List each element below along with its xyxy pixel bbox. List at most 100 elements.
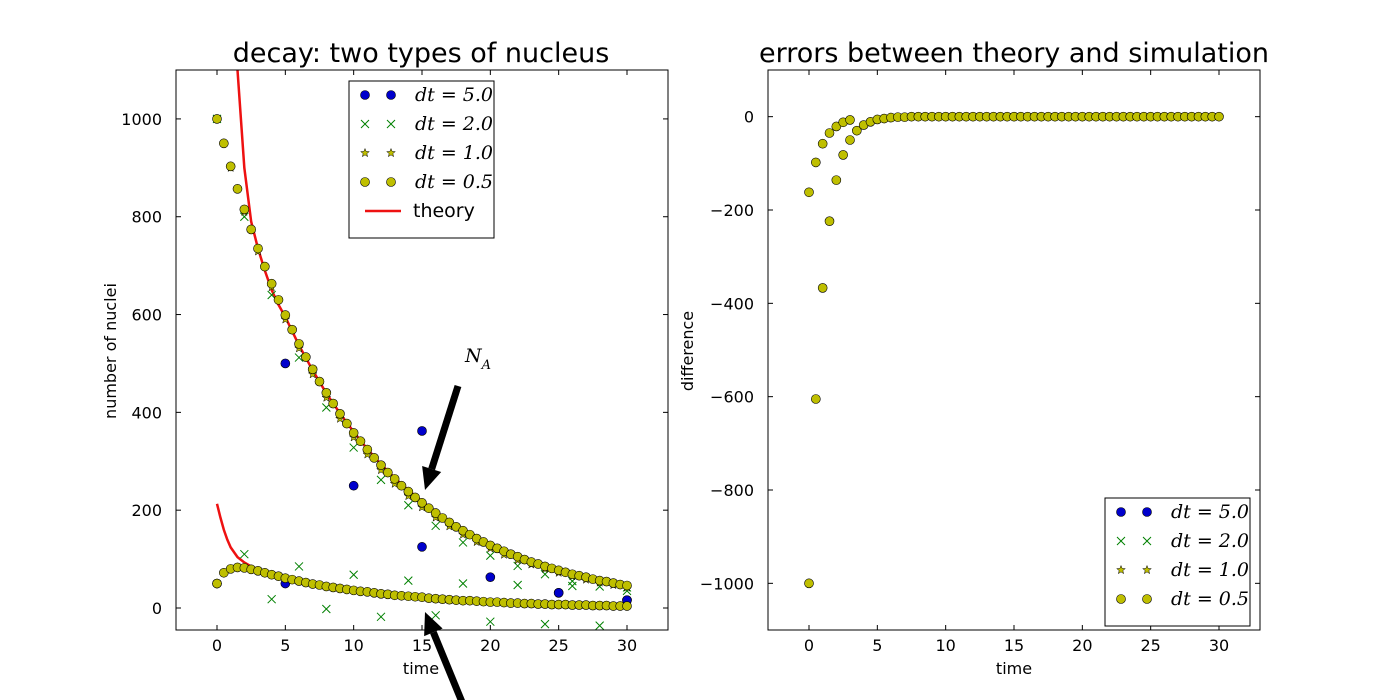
data-point: [811, 394, 821, 404]
axes-frame: [175, 69, 669, 631]
data-point: [328, 398, 338, 409]
data-point: [540, 619, 550, 629]
data-point: [383, 467, 393, 478]
x-tick-label: 10: [343, 636, 363, 655]
data-point: [485, 551, 495, 561]
data-point: [266, 278, 277, 289]
arrow-shaft: [430, 631, 465, 700]
annotation-main: N: [464, 345, 483, 367]
data-point: [314, 376, 325, 387]
legend-marker: [360, 90, 370, 100]
data-point: [369, 453, 379, 463]
annotation-arrows: [422, 384, 465, 700]
data-point: [845, 135, 855, 145]
data-point: [804, 578, 814, 589]
annotation-label: NA: [464, 345, 491, 373]
data-point: [622, 580, 632, 591]
data-point: [273, 295, 284, 305]
annotation-subscript: A: [481, 358, 491, 373]
data-point: [321, 387, 332, 398]
legend-marker: [1142, 564, 1152, 575]
y-tick-labels: 0 200 400 600 800 1000: [121, 110, 162, 618]
data-point: [280, 310, 291, 320]
legend-label: dt = 2.0: [415, 113, 493, 135]
data-point: [417, 498, 427, 508]
data-point: [294, 339, 304, 349]
y-tick-label: −1000: [700, 574, 754, 593]
legend-marker: [1142, 507, 1152, 517]
x-tick-label: 30: [1209, 636, 1229, 655]
x-tick-label: 20: [480, 636, 500, 655]
data-point: [246, 224, 256, 235]
data-point: [553, 588, 564, 598]
legend: dt = 5.0 dt = 2.0 dt = 1.0 dt = 0.5: [1104, 497, 1251, 627]
data-point: [540, 569, 550, 579]
plot-area: [212, 70, 632, 630]
x-tick-label: 10: [935, 636, 955, 655]
legend-label: dt = 0.5: [1171, 588, 1249, 610]
data-point: [225, 161, 236, 172]
data-point: [403, 500, 413, 510]
data-point: [811, 157, 821, 168]
data-point: [622, 601, 632, 611]
legend-marker: [386, 147, 396, 158]
y-axis-label: difference: [678, 311, 697, 391]
data-point: [321, 604, 331, 614]
data-point: [430, 508, 441, 518]
y-tick-label: −400: [710, 294, 754, 313]
data-point: [376, 460, 386, 470]
data-point: [485, 572, 496, 582]
data-point: [513, 580, 523, 590]
legend: dt = 5.0 dt = 2.0 dt = 1.0 dt = 0.5 theory: [348, 80, 495, 239]
data-point: [403, 486, 414, 497]
y-axis-label: number of nuclei: [101, 283, 120, 419]
y-tick-label: 0: [744, 108, 754, 127]
legend-box: [1104, 497, 1251, 627]
data-point: [424, 503, 434, 514]
data-point: [437, 513, 448, 523]
x-tick-label: 5: [872, 636, 882, 655]
data-point: [294, 562, 304, 571]
legend-marker: [1142, 594, 1152, 604]
data-point: [444, 517, 455, 528]
x-tick-labels: 0 5 10 15 20 25 30: [804, 636, 1229, 655]
data-point: [239, 549, 249, 559]
data-point: [831, 121, 842, 132]
data-point: [355, 436, 366, 447]
data-point: [567, 581, 577, 591]
legend-marker: [386, 119, 396, 129]
x-tick-label: 0: [804, 636, 814, 655]
data-point: [389, 474, 400, 484]
y-tick-label: 400: [131, 403, 162, 422]
x-tick-label: 5: [280, 636, 290, 655]
x-axis-label: time: [996, 659, 1032, 678]
legend-label: dt = 0.5: [415, 171, 493, 193]
legend-label: dt = 2.0: [1171, 530, 1249, 552]
y-tick-label: 200: [131, 501, 162, 520]
x-tick-label: 15: [1004, 636, 1024, 655]
data-point: [376, 475, 386, 485]
data-point: [485, 617, 495, 627]
legend-label: dt = 5.0: [1171, 501, 1249, 523]
x-tick-label: 25: [1140, 636, 1160, 655]
legend-label: dt = 5.0: [415, 84, 493, 106]
legend-marker: [1116, 536, 1126, 546]
x-tick-label: 20: [1072, 636, 1092, 655]
data-point: [431, 610, 441, 620]
plot-area: [804, 111, 1224, 589]
y-tick-label: −800: [710, 481, 754, 500]
series-layer: [804, 111, 1224, 589]
legend-marker: [360, 177, 370, 187]
x-tick-label: 15: [412, 636, 432, 655]
data-point: [410, 492, 420, 503]
chart-title: decay: two types of nucleus: [233, 38, 610, 69]
data-point: [212, 114, 222, 124]
data-point: [417, 426, 427, 436]
data-point: [362, 444, 373, 455]
chart-title: errors between theory and simulation: [759, 38, 1269, 69]
data-point: [824, 216, 835, 226]
arrow-shaft: [428, 384, 462, 471]
data-point: [212, 578, 222, 589]
data-point: [824, 128, 835, 138]
legend-marker: [386, 177, 396, 187]
